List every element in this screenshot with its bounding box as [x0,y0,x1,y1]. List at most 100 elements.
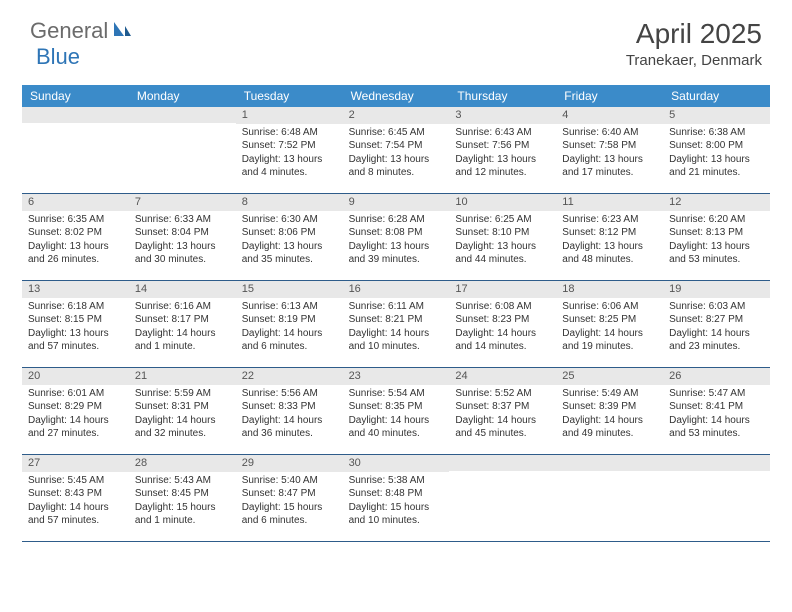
sunset-text: Sunset: 7:56 PM [455,139,550,153]
day-12: 12Sunrise: 6:20 AMSunset: 8:13 PMDayligh… [663,194,770,280]
weekday-thursday: Thursday [449,85,556,107]
empty-day [556,455,663,541]
daylight-text: Daylight: 14 hours and 32 minutes. [135,414,230,441]
day-number: 16 [343,281,450,298]
day-19: 19Sunrise: 6:03 AMSunset: 8:27 PMDayligh… [663,281,770,367]
day-details: Sunrise: 5:43 AMSunset: 8:45 PMDaylight:… [129,472,236,532]
day-number: 4 [556,107,663,124]
day-number: 9 [343,194,450,211]
sunrise-text: Sunrise: 6:35 AM [28,213,123,227]
daylight-text: Daylight: 15 hours and 6 minutes. [242,501,337,528]
sunrise-text: Sunrise: 6:13 AM [242,300,337,314]
day-25: 25Sunrise: 5:49 AMSunset: 8:39 PMDayligh… [556,368,663,454]
day-number: 20 [22,368,129,385]
day-details: Sunrise: 5:54 AMSunset: 8:35 PMDaylight:… [343,385,450,445]
daylight-text: Daylight: 14 hours and 36 minutes. [242,414,337,441]
day-details: Sunrise: 5:49 AMSunset: 8:39 PMDaylight:… [556,385,663,445]
week-row: 20Sunrise: 6:01 AMSunset: 8:29 PMDayligh… [22,368,770,455]
day-number: 8 [236,194,343,211]
sunset-text: Sunset: 8:43 PM [28,487,123,501]
daylight-text: Daylight: 13 hours and 4 minutes. [242,153,337,180]
sunset-text: Sunset: 8:37 PM [455,400,550,414]
day-23: 23Sunrise: 5:54 AMSunset: 8:35 PMDayligh… [343,368,450,454]
daylight-text: Daylight: 13 hours and 44 minutes. [455,240,550,267]
day-number: 22 [236,368,343,385]
sunset-text: Sunset: 8:29 PM [28,400,123,414]
month-title: April 2025 [626,18,762,50]
daylight-text: Daylight: 13 hours and 57 minutes. [28,327,123,354]
sunset-text: Sunset: 8:13 PM [669,226,764,240]
day-details: Sunrise: 6:01 AMSunset: 8:29 PMDaylight:… [22,385,129,445]
daylight-text: Daylight: 14 hours and 45 minutes. [455,414,550,441]
sunrise-text: Sunrise: 6:11 AM [349,300,444,314]
location-label: Tranekaer, Denmark [626,52,762,69]
day-number: 30 [343,455,450,472]
day-1: 1Sunrise: 6:48 AMSunset: 7:52 PMDaylight… [236,107,343,193]
calendar: SundayMondayTuesdayWednesdayThursdayFrid… [22,85,770,542]
sunrise-text: Sunrise: 5:47 AM [669,387,764,401]
sunrise-text: Sunrise: 6:38 AM [669,126,764,140]
day-number: 29 [236,455,343,472]
sunrise-text: Sunrise: 6:01 AM [28,387,123,401]
day-number: 6 [22,194,129,211]
day-details: Sunrise: 6:45 AMSunset: 7:54 PMDaylight:… [343,124,450,184]
day-details: Sunrise: 6:28 AMSunset: 8:08 PMDaylight:… [343,211,450,271]
day-details: Sunrise: 6:08 AMSunset: 8:23 PMDaylight:… [449,298,556,358]
sunrise-text: Sunrise: 5:54 AM [349,387,444,401]
day-details: Sunrise: 6:25 AMSunset: 8:10 PMDaylight:… [449,211,556,271]
sunrise-text: Sunrise: 6:30 AM [242,213,337,227]
day-details: Sunrise: 6:18 AMSunset: 8:15 PMDaylight:… [22,298,129,358]
day-number: 25 [556,368,663,385]
sunset-text: Sunset: 7:58 PM [562,139,657,153]
day-7: 7 Sunrise: 6:33 AMSunset: 8:04 PMDaylight… [129,194,236,280]
sunset-text: Sunset: 8:00 PM [669,139,764,153]
day-number: 15 [236,281,343,298]
sunset-text: Sunset: 8:41 PM [669,400,764,414]
day-24: 24Sunrise: 5:52 AMSunset: 8:37 PMDayligh… [449,368,556,454]
daylight-text: Daylight: 14 hours and 53 minutes. [669,414,764,441]
day-details: Sunrise: 6:48 AMSunset: 7:52 PMDaylight:… [236,124,343,184]
day-number: 11 [556,194,663,211]
sunset-text: Sunset: 7:54 PM [349,139,444,153]
weekday-saturday: Saturday [663,85,770,107]
daylight-text: Daylight: 13 hours and 48 minutes. [562,240,657,267]
day-number [129,107,236,123]
daylight-text: Daylight: 13 hours and 8 minutes. [349,153,444,180]
day-details: Sunrise: 5:59 AMSunset: 8:31 PMDaylight:… [129,385,236,445]
sunset-text: Sunset: 8:02 PM [28,226,123,240]
daylight-text: Daylight: 13 hours and 30 minutes. [135,240,230,267]
sunset-text: Sunset: 8:27 PM [669,313,764,327]
sunset-text: Sunset: 8:04 PM [135,226,230,240]
sunrise-text: Sunrise: 5:52 AM [455,387,550,401]
sunset-text: Sunset: 8:47 PM [242,487,337,501]
daylight-text: Daylight: 14 hours and 10 minutes. [349,327,444,354]
daylight-text: Daylight: 14 hours and 27 minutes. [28,414,123,441]
daylight-text: Daylight: 13 hours and 12 minutes. [455,153,550,180]
day-number: 17 [449,281,556,298]
sunset-text: Sunset: 8:31 PM [135,400,230,414]
sunrise-text: Sunrise: 6:43 AM [455,126,550,140]
day-details: Sunrise: 6:13 AMSunset: 8:19 PMDaylight:… [236,298,343,358]
sunrise-text: Sunrise: 6:25 AM [455,213,550,227]
day-number: 3 [449,107,556,124]
daylight-text: Daylight: 13 hours and 17 minutes. [562,153,657,180]
weekday-tuesday: Tuesday [236,85,343,107]
sunset-text: Sunset: 8:39 PM [562,400,657,414]
sunset-text: Sunset: 8:21 PM [349,313,444,327]
day-details: Sunrise: 5:40 AMSunset: 8:47 PMDaylight:… [236,472,343,532]
sunset-text: Sunset: 8:19 PM [242,313,337,327]
sunrise-text: Sunrise: 6:33 AM [135,213,230,227]
day-5: 5Sunrise: 6:38 AMSunset: 8:00 PMDaylight… [663,107,770,193]
week-row: 27Sunrise: 5:45 AMSunset: 8:43 PMDayligh… [22,455,770,542]
day-15: 15Sunrise: 6:13 AMSunset: 8:19 PMDayligh… [236,281,343,367]
sunset-text: Sunset: 8:35 PM [349,400,444,414]
daylight-text: Daylight: 15 hours and 1 minute. [135,501,230,528]
day-21: 21Sunrise: 5:59 AMSunset: 8:31 PMDayligh… [129,368,236,454]
day-number: 12 [663,194,770,211]
daylight-text: Daylight: 13 hours and 53 minutes. [669,240,764,267]
day-details: Sunrise: 6:30 AMSunset: 8:06 PMDaylight:… [236,211,343,271]
day-number: 7 [129,194,236,211]
day-29: 29Sunrise: 5:40 AMSunset: 8:47 PMDayligh… [236,455,343,541]
day-details: Sunrise: 6:16 AMSunset: 8:17 PMDaylight:… [129,298,236,358]
daylight-text: Daylight: 14 hours and 14 minutes. [455,327,550,354]
